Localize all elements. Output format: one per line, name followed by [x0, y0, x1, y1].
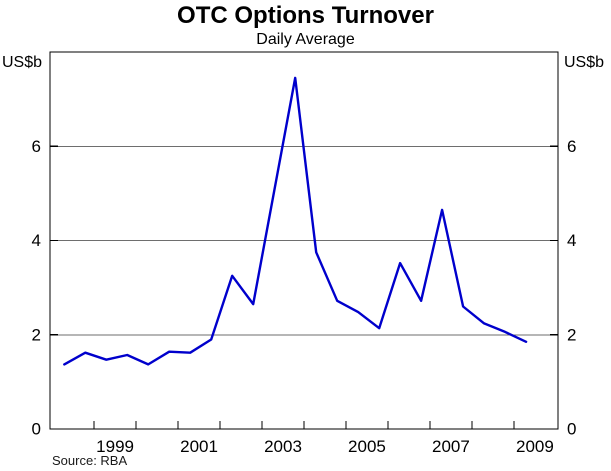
- chart-title: OTC Options Turnover: [177, 2, 434, 29]
- x-tick-label-2001: 2001: [180, 437, 218, 456]
- x-tick-label-2003: 2003: [264, 437, 302, 456]
- y-tick-label-left-2: 2: [32, 325, 41, 344]
- y-tick-label-left-6: 6: [32, 137, 41, 156]
- y-tick-label-right-6: 6: [567, 137, 576, 156]
- x-tick-label-2009: 2009: [516, 437, 554, 456]
- y-axis-unit-right: US$b: [564, 54, 605, 71]
- y-axis-unit-left: US$b: [2, 54, 43, 71]
- source-note: Source: RBA: [52, 453, 128, 468]
- x-tick-label-2005: 2005: [348, 437, 386, 456]
- y-tick-label-left-4: 4: [32, 231, 41, 250]
- y-tick-label-right-4: 4: [567, 231, 576, 250]
- y-tick-label-right-2: 2: [567, 325, 576, 344]
- x-tick-label-1999: 1999: [96, 437, 134, 456]
- data-line-0: [63, 76, 528, 366]
- y-tick-label-right-0: 0: [567, 420, 576, 439]
- chart-subtitle: Daily Average: [256, 31, 355, 48]
- y-tick-label-left-0: 0: [32, 420, 41, 439]
- x-tick-label-2007: 2007: [432, 437, 470, 456]
